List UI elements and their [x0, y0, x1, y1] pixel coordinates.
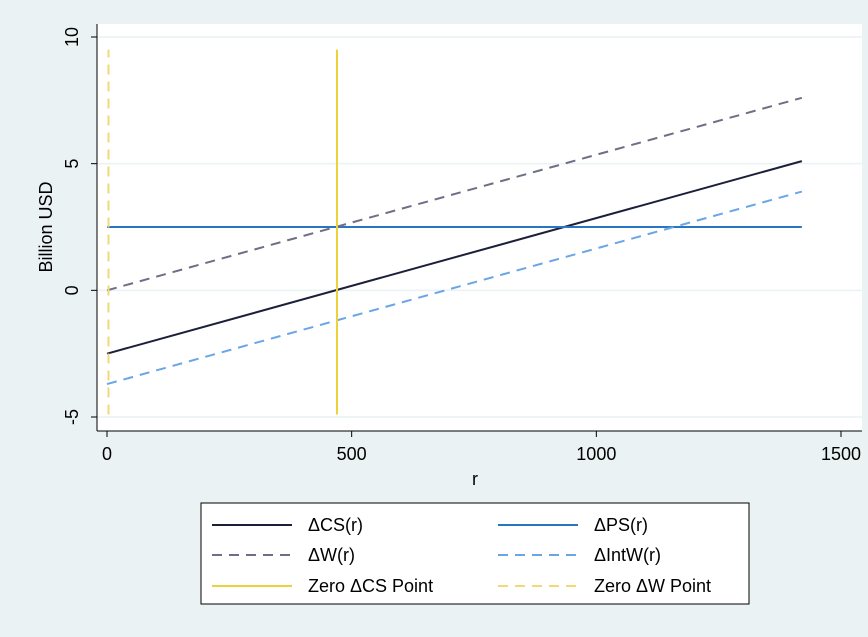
y-tick-label: 10: [62, 27, 82, 47]
legend-label: ΔIntW(r): [594, 545, 661, 565]
legend-label: ΔPS(r): [594, 515, 648, 535]
legend-label: Zero ΔW Point: [594, 576, 711, 596]
y-tick-label: -5: [62, 409, 82, 425]
x-tick-label: 1500: [821, 444, 861, 464]
x-tick-label: 500: [337, 444, 367, 464]
x-tick-label: 1000: [576, 444, 616, 464]
legend-box: [200, 502, 750, 605]
series-line-4: [106, 190, 803, 386]
x-axis-label: r: [472, 469, 478, 489]
y-tick-label: 5: [62, 159, 82, 169]
legend-label: ΔW(r): [308, 545, 355, 565]
y-axis-label: Billion USD: [36, 181, 56, 272]
x-tick-label: 0: [102, 444, 112, 464]
legend-label: ΔCS(r): [308, 515, 363, 535]
series-line-1: [106, 160, 803, 355]
legend-label: Zero ΔCS Point: [308, 576, 433, 596]
series-line-3: [106, 96, 803, 292]
y-tick-label: 0: [62, 285, 82, 295]
